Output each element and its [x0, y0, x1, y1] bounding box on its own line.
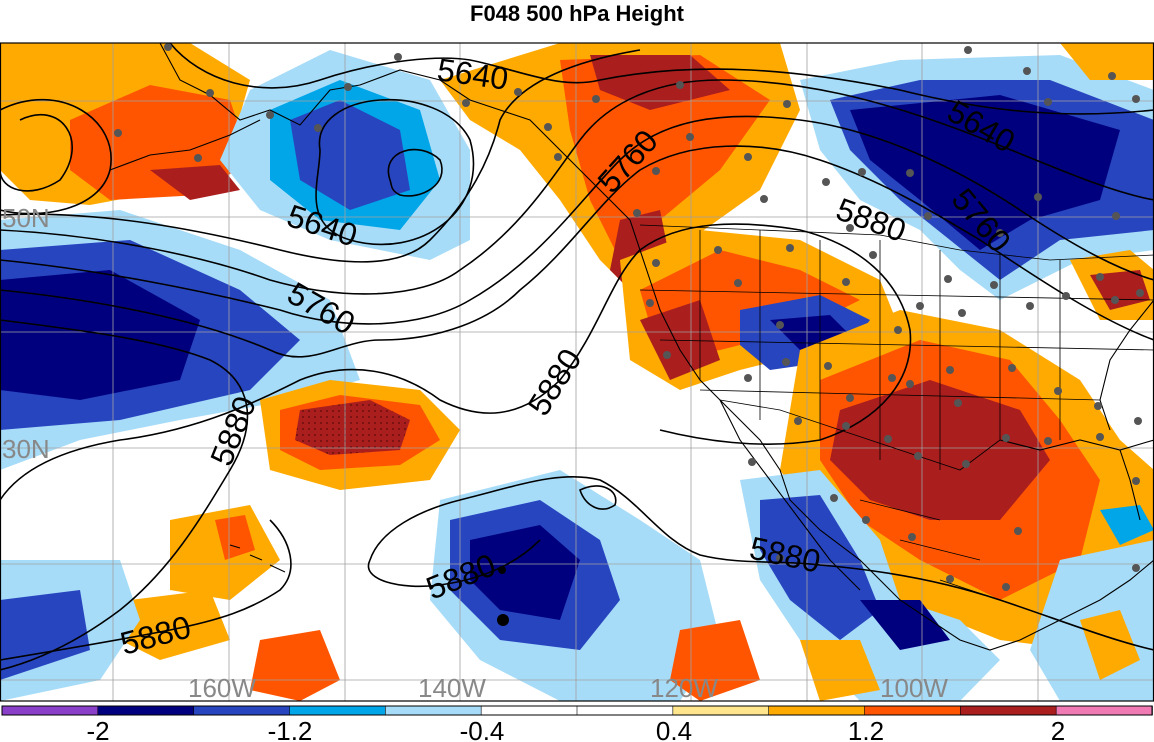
- anomaly-positive-south2: [670, 620, 760, 701]
- anomaly-negative-baja-core: [760, 495, 880, 640]
- colorbar-segment: [480, 705, 578, 716]
- contour-d: [0, 319, 249, 671]
- colorbar-segments: [1, 705, 1153, 716]
- gulf-coast: [999, 439, 1154, 451]
- colorbar-segment: [576, 705, 674, 716]
- lon-label: 140W: [418, 673, 486, 703]
- colorbar-segment: [97, 705, 195, 716]
- map-panel: 5640 5640 5640 5760 5760 5760 5880 5880 …: [0, 43, 1154, 703]
- colorbar-tick-label: -0.4: [460, 716, 505, 742]
- colorbar-tick-label: 2: [1051, 716, 1065, 742]
- baja-coast: [719, 399, 861, 591]
- lat-label: 50N: [2, 203, 50, 233]
- aleutians: [109, 119, 261, 171]
- coastlines: [109, 43, 1154, 651]
- contour-5640-b: [169, 43, 1154, 115]
- anomaly-strong-subtropical: [470, 525, 580, 620]
- colorbar-segment: [289, 705, 387, 716]
- anomaly-positive-hawaii-core: [215, 515, 255, 560]
- colorbar-segment: [768, 705, 866, 716]
- colorbar-tick-label: 1.2: [848, 716, 884, 742]
- colorbar-segment: [1, 705, 99, 716]
- contour-5880-dot-ring: [579, 485, 617, 510]
- anomaly-strong-basin: [770, 315, 850, 350]
- contour-5880-south: [367, 539, 541, 588]
- anomaly-negative-se-small: [1100, 505, 1154, 545]
- anomaly-positive-south1: [250, 630, 340, 701]
- anomaly-positive-sw-corner: [120, 590, 230, 660]
- us-canada-border: [639, 224, 1154, 261]
- alaska-coast: [159, 43, 1154, 651]
- colorbar-tick-label: -2: [86, 716, 109, 742]
- contour-5880-sub: [369, 475, 1154, 651]
- anomaly-strong-west: [0, 270, 200, 400]
- state-lines-1: [699, 230, 1061, 470]
- lon-label: 120W: [650, 673, 718, 703]
- anomaly-positive-se-core: [1080, 610, 1140, 680]
- station-markers: [114, 43, 1144, 626]
- map-title: F048 500 hPa Height: [470, 1, 684, 26]
- contour-a: [0, 79, 1154, 295]
- florida: [1119, 449, 1141, 521]
- height-contours: [0, 43, 1154, 671]
- lat-label: 30N: [2, 434, 50, 464]
- anomaly-fills: [0, 43, 1154, 701]
- east-coast: [1099, 299, 1154, 431]
- contour-5760-b: [0, 115, 1154, 325]
- colorbar-segment: [193, 705, 291, 716]
- contour-closed-low: [387, 148, 443, 197]
- anomaly-negative-south-west-core: [0, 590, 90, 680]
- colorbar-segment: [385, 705, 482, 716]
- colorbar: -2 -1.2 -0.4 0.4 1.2 2: [1, 705, 1153, 742]
- contour-ring-west: [0, 114, 73, 192]
- colorbar-segment: [960, 705, 1057, 716]
- anomaly-positive-ne-corner: [1060, 43, 1154, 80]
- anomaly-strong-nw: [150, 165, 240, 200]
- hawaii-islands: [229, 544, 286, 573]
- colorbar-segment: [1055, 705, 1153, 716]
- contour-5640-a: [0, 49, 641, 263]
- anomaly-strong-canada: [850, 95, 1120, 250]
- colorbar-tick-label: -1.2: [268, 716, 313, 742]
- lon-label: 160W: [188, 673, 256, 703]
- contour-ring-west2: [0, 98, 112, 215]
- graticule-labels: 50N 30N 160W 140W 120W 100W: [2, 203, 948, 703]
- lon-label: 100W: [880, 673, 948, 703]
- colorbar-tick-label: 0.4: [656, 716, 692, 742]
- colorbar-segment: [672, 705, 770, 716]
- contour-c: [0, 145, 1154, 358]
- contour-5880-sw: [0, 519, 292, 661]
- anomaly-positive-south3: [800, 640, 880, 701]
- contour-5880-main: [0, 223, 912, 501]
- anomaly-strong-baja: [860, 600, 950, 650]
- colorbar-segment: [864, 705, 962, 716]
